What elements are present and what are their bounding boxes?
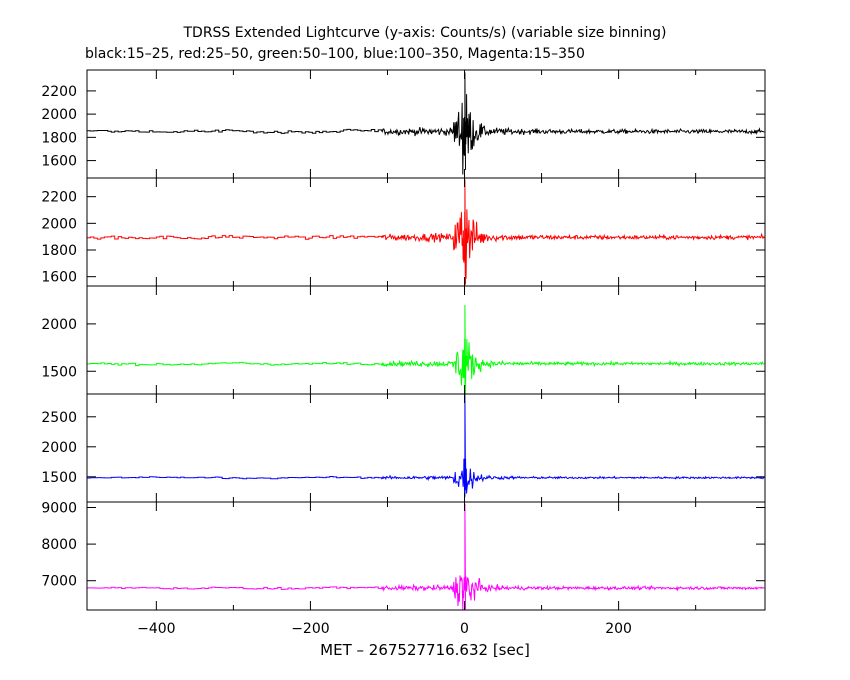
y-tick-label-3-1: 2000: [41, 317, 77, 333]
x-tick-label-1: −200: [291, 621, 329, 637]
series-line-5: [87, 503, 765, 610]
y-tick-label-4-2: 2500: [41, 410, 77, 426]
series-line-4: [87, 394, 765, 498]
chart-title: TDRSS Extended Lightcurve (y-axis: Count…: [182, 25, 666, 41]
y-tick-label-1-0: 1600: [41, 154, 77, 170]
y-tick-label-2-1: 1800: [41, 243, 77, 259]
panel-1: 1600 1800 2000 2200: [41, 69, 766, 179]
y-tick-label-4-1: 2000: [41, 440, 77, 456]
x-axis: −400 −200 0 200: [137, 621, 632, 637]
panel-4: 1500 2000 2500: [41, 393, 766, 503]
panel-frame-1: [86, 69, 766, 179]
series-line-2: [87, 179, 765, 285]
y-tick-label-1-2: 2000: [41, 107, 77, 123]
y-tick-label-3-0: 1500: [41, 364, 77, 380]
y-tick-label-2-0: 1600: [41, 270, 77, 286]
panels-group: 1600 1800 2000 2200 1600 1800 2000 2200 1500 2000…: [41, 69, 766, 611]
x-tick-label-0: −400: [137, 621, 175, 637]
panel-frame-5: [86, 501, 766, 611]
chart-subtitle: black:15–25, red:25–50, green:50–100, bl…: [85, 46, 585, 62]
panel-frame-2: [86, 177, 766, 287]
panel-5: 7000 8000 9000: [41, 500, 766, 611]
panel-3: 1500 2000: [41, 285, 766, 395]
panel-2: 1600 1800 2000 2200: [41, 177, 766, 287]
y-tick-label-5-2: 9000: [41, 500, 77, 516]
series-line-1: [87, 72, 765, 175]
panel-frame-3: [86, 285, 766, 395]
y-tick-label-2-2: 2000: [41, 216, 77, 232]
x-tick-label-3: 200: [605, 621, 632, 637]
panel-frame-4: [86, 393, 766, 503]
x-axis-label: MET – 267527716.632 [sec]: [320, 641, 530, 659]
y-tick-label-1-1: 1800: [41, 130, 77, 146]
x-tick-label-2: 0: [460, 621, 469, 637]
y-tick-label-1-3: 2200: [41, 84, 77, 100]
series-line-3: [87, 304, 765, 394]
y-tick-label-5-0: 7000: [41, 574, 77, 590]
y-tick-label-5-1: 8000: [41, 537, 77, 553]
y-tick-label-4-0: 1500: [41, 470, 77, 486]
y-tick-label-2-3: 2200: [41, 190, 77, 206]
